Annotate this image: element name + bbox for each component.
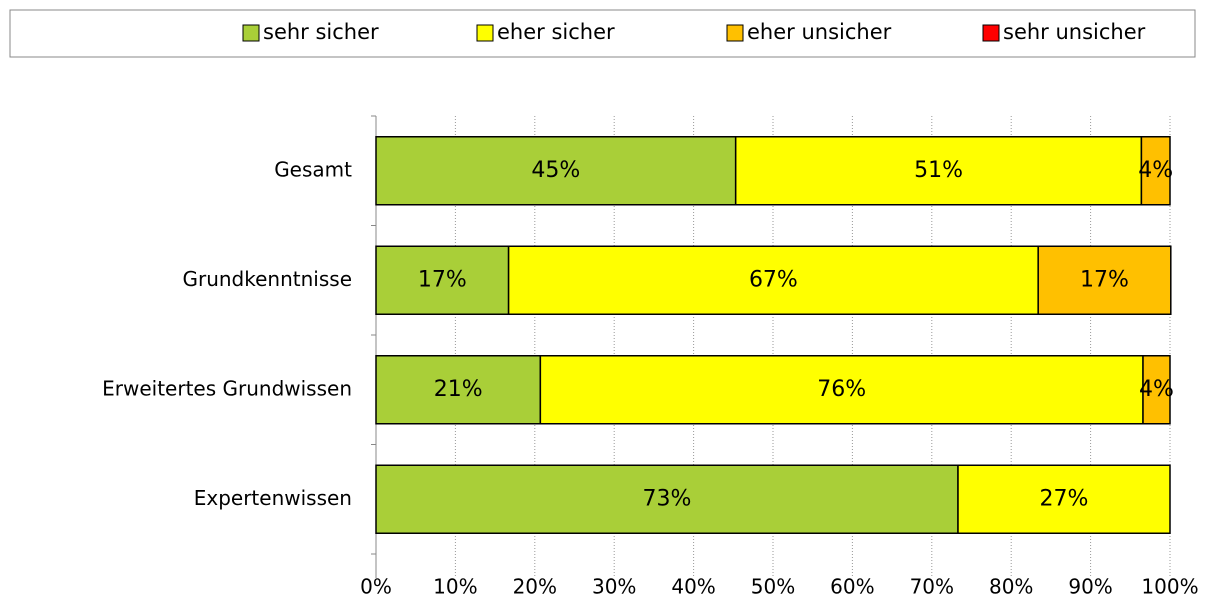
value-label: 76% <box>817 377 866 402</box>
value-label: 17% <box>1080 267 1129 292</box>
x-tick-label: 40% <box>671 575 715 599</box>
bar-segment <box>1037 245 1172 315</box>
legend-label: eher unsicher <box>747 20 892 44</box>
value-label: 45% <box>531 158 580 183</box>
x-tick-label: 30% <box>592 575 636 599</box>
x-tick-label: 10% <box>433 575 477 599</box>
x-tick-label: 60% <box>830 575 874 599</box>
value-label: 73% <box>643 486 692 511</box>
x-tick-label: 0% <box>360 575 392 599</box>
value-label: 51% <box>914 158 963 183</box>
legend-swatch <box>242 24 260 42</box>
y-tick-label: Expertenwissen <box>194 486 352 510</box>
legend-label: sehr unsicher <box>1003 20 1146 44</box>
legend-label: eher sicher <box>497 20 615 44</box>
y-tick-label: Erweitertes Grundwissen <box>102 376 352 400</box>
bar-segment <box>734 136 1143 206</box>
bar-segment <box>539 355 1144 425</box>
value-label: 27% <box>1040 486 1089 511</box>
bar-segment <box>957 464 1171 534</box>
bar-segment <box>375 136 737 206</box>
value-label: 67% <box>749 267 798 292</box>
bar-segment <box>375 355 542 425</box>
y-tick-label: Gesamt <box>274 157 352 181</box>
x-tick-label: 20% <box>513 575 557 599</box>
value-label: 21% <box>434 377 483 402</box>
x-tick-label: 70% <box>910 575 954 599</box>
value-label: 4% <box>1138 158 1173 183</box>
x-tick-label: 50% <box>751 575 795 599</box>
value-label: 4% <box>1139 377 1174 402</box>
x-tick-label: 90% <box>1068 575 1112 599</box>
x-tick-label: 80% <box>989 575 1033 599</box>
bar-segment <box>1140 136 1171 206</box>
legend-swatch <box>726 24 744 42</box>
legend-swatch <box>476 24 494 42</box>
legend-label: sehr sicher <box>263 20 379 44</box>
bar-segment <box>375 464 959 534</box>
value-label: 17% <box>418 267 467 292</box>
bar-segment <box>1142 355 1171 425</box>
x-tick-label: 100% <box>1141 575 1198 599</box>
y-tick-label: Grundkenntnisse <box>182 267 352 291</box>
legend-swatch <box>982 24 1000 42</box>
